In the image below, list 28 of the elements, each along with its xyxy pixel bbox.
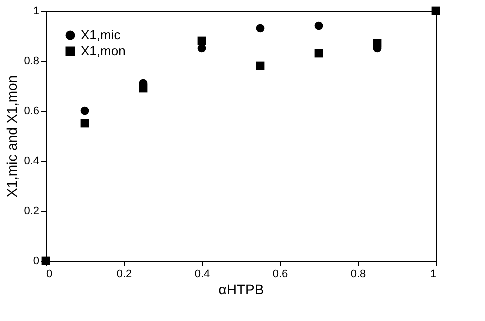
x-tick-label: 0.4 — [194, 268, 210, 280]
point — [256, 24, 265, 33]
y-tick-label: 0.8 — [24, 56, 40, 68]
point — [80, 119, 90, 128]
point — [198, 36, 206, 46]
point — [198, 44, 206, 53]
point — [314, 49, 324, 58]
y-tick-label: 0.6 — [24, 106, 40, 118]
legend-label: X1,mic — [81, 28, 122, 42]
x-tick-label: 0.2 — [116, 268, 132, 280]
point — [373, 39, 382, 48]
point — [139, 84, 148, 93]
point — [80, 106, 90, 116]
point — [432, 6, 440, 16]
y-tick-label: 1 — [33, 6, 40, 18]
x-tick-label: 0.6 — [272, 268, 288, 280]
x-tick-label: 0.8 — [350, 268, 366, 280]
x-tick-label: 0 — [46, 268, 53, 280]
x-axis-title: αHTPB — [218, 282, 264, 298]
point — [42, 256, 50, 266]
point — [256, 62, 265, 70]
y-tick-label: 0.4 — [24, 156, 40, 168]
y-tick-label: 0.2 — [24, 206, 40, 218]
y-tick-label: 0 — [33, 256, 40, 268]
x-tick-label: 1 — [430, 268, 436, 280]
y-axis-title: X1,mic and X1,mon — [4, 75, 20, 198]
legend-label: X1,mon — [81, 44, 126, 58]
point — [314, 22, 324, 30]
